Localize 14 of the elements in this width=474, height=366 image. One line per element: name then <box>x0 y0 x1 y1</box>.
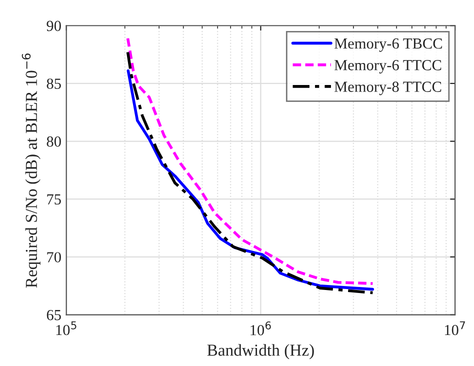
y-tick-label: 80 <box>46 136 61 147</box>
y-axis-title: Required S/No (dB) at BLER 10$^{−6}$ <box>22 54 40 288</box>
x-axis-title: Bandwidth (Hz) <box>207 344 314 360</box>
legend-label: Memory-8 TTCC <box>334 82 442 96</box>
x-tick-label: 10$^{6}$ <box>250 321 271 336</box>
y-tick-label: 90 <box>46 20 61 32</box>
x-tick-label: 10$^{5}$ <box>56 321 76 336</box>
y-tick-label: 85 <box>46 78 61 89</box>
y-tick-label: 75 <box>47 194 61 205</box>
y-tick-label: 70 <box>47 252 61 262</box>
legend-label: Memory-6 TBCC <box>334 38 442 52</box>
legend-label: Memory-6 TTCC <box>334 60 442 74</box>
y-tick-label: 65 <box>46 310 61 320</box>
x-tick-label: 10$^{7}$ <box>445 321 465 336</box>
